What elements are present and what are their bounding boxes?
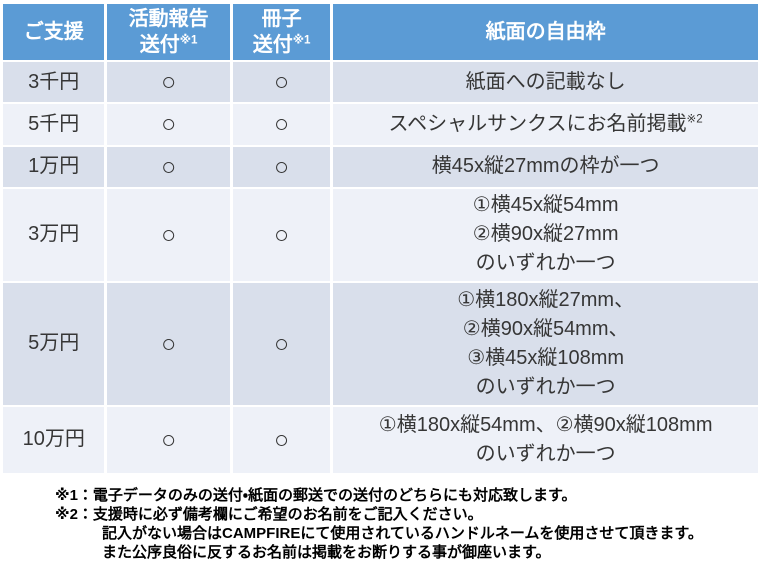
tier-cell: 5千円 — [3, 104, 105, 145]
header-support-tier: ご支援 — [3, 4, 105, 60]
footnote-2-continuation: また公序良俗に反するお名前は掲載をお断りする事が御座います。 — [102, 543, 551, 561]
booklet-circle-mark: ○ — [232, 104, 331, 145]
footnote-2-continuation: 記入がない場合はCAMPFIREにて使用されているハンドルネームを使用させて頂き… — [102, 524, 703, 542]
booklet-circle-mark: ○ — [232, 188, 331, 281]
table-header-row: ご支援 活動報告 送付※1 冊子 送付※1 紙面の自由枠 — [3, 4, 758, 60]
free-space-text: ①横180x縦54mm、②横90x縦108mm のいずれか一つ — [378, 413, 713, 465]
header-booklet: 冊子 送付※1 — [232, 4, 331, 60]
header-free-space: 紙面の自由枠 — [333, 4, 758, 60]
activity-report-circle-mark: ○ — [107, 104, 230, 145]
activity-report-circle-mark: ○ — [107, 188, 230, 281]
activity-report-circle-mark: ○ — [107, 62, 230, 103]
tier-cell: 10万円 — [3, 406, 105, 473]
table-row-3000yen: 3千円 ○ ○ 紙面への記載なし — [3, 62, 758, 103]
table-row-100000yen: 10万円 ○ ○ ①横180x縦54mm、②横90x縦108mm のいずれか一つ — [3, 406, 758, 473]
tier-cell: 5万円 — [3, 282, 105, 405]
booklet-circle-mark: ○ — [232, 282, 331, 405]
header-support-tier-label: ご支援 — [23, 21, 84, 43]
footnote-ref-1: ※1 — [292, 33, 311, 47]
free-space-cell: ①横180x縦54mm、②横90x縦108mm のいずれか一つ — [333, 406, 758, 473]
free-space-text: 横45x縦27mmの枠が一つ — [431, 155, 660, 178]
tier-cell: 3千円 — [3, 62, 105, 103]
footnote-ref-2: ※2 — [686, 112, 703, 126]
table-row-5000yen: 5千円 ○ ○ スペシャルサンクスにお名前掲載※2 — [3, 104, 758, 145]
activity-report-circle-mark: ○ — [107, 406, 230, 473]
footnotes: ※1：電子データのみの送付・紙面の郵送での送付のどちらにも対応致します。 ※2：… — [0, 486, 763, 562]
free-space-text: ①横180x縦27mm、 ②横90x縦54mm、 ③横45x縦108mm のいず… — [457, 288, 635, 398]
booklet-circle-mark: ○ — [232, 62, 331, 103]
free-space-cell: スペシャルサンクスにお名前掲載※2 — [333, 104, 758, 145]
header-activity-report: 活動報告 送付※1 — [107, 4, 230, 60]
header-activity-report-label: 活動報告 送付 — [128, 8, 209, 56]
free-space-cell: ①横45x縦54mm ②横90x縦27mm のいずれか一つ — [333, 188, 758, 281]
tier-cell: 3万円 — [3, 188, 105, 281]
footnote-1-text: ※1：電子データのみの送付・紙面の郵送での送付のどちらにも対応致します。 — [55, 486, 577, 504]
free-space-text: 紙面への記載なし — [465, 70, 626, 93]
free-space-text: スペシャルサンクスにお名前掲載 — [388, 112, 687, 135]
footnote-ref-1: ※1 — [179, 33, 198, 47]
table-row-50000yen: 5万円 ○ ○ ①横180x縦27mm、 ②横90x縦54mm、 ③横45x縦1… — [3, 282, 758, 405]
table-row-30000yen: 3万円 ○ ○ ①横45x縦54mm ②横90x縦27mm のいずれか一つ — [3, 188, 758, 281]
free-space-cell: 横45x縦27mmの枠が一つ — [333, 146, 758, 187]
reward-table: ご支援 活動報告 送付※1 冊子 送付※1 紙面の自由枠 3千円 ○ ○ 紙面へ — [0, 2, 761, 475]
footnote-2-text: ※2：支援時に必ず備考欄にご希望のお名前をご記入ください。 — [55, 505, 483, 523]
free-space-cell: ①横180x縦27mm、 ②横90x縦54mm、 ③横45x縦108mm のいず… — [333, 282, 758, 405]
activity-report-circle-mark: ○ — [107, 146, 230, 187]
table-row-10000yen: 1万円 ○ ○ 横45x縦27mmの枠が一つ — [3, 146, 758, 187]
booklet-circle-mark: ○ — [232, 146, 331, 187]
booklet-circle-mark: ○ — [232, 406, 331, 473]
free-space-cell: 紙面への記載なし — [333, 62, 758, 103]
free-space-text: ①横45x縦54mm ②横90x縦27mm のいずれか一つ — [472, 194, 619, 275]
header-free-space-label: 紙面の自由枠 — [485, 21, 606, 43]
header-booklet-label: 冊子 送付 — [252, 8, 302, 56]
activity-report-circle-mark: ○ — [107, 282, 230, 405]
tier-cell: 1万円 — [3, 146, 105, 187]
